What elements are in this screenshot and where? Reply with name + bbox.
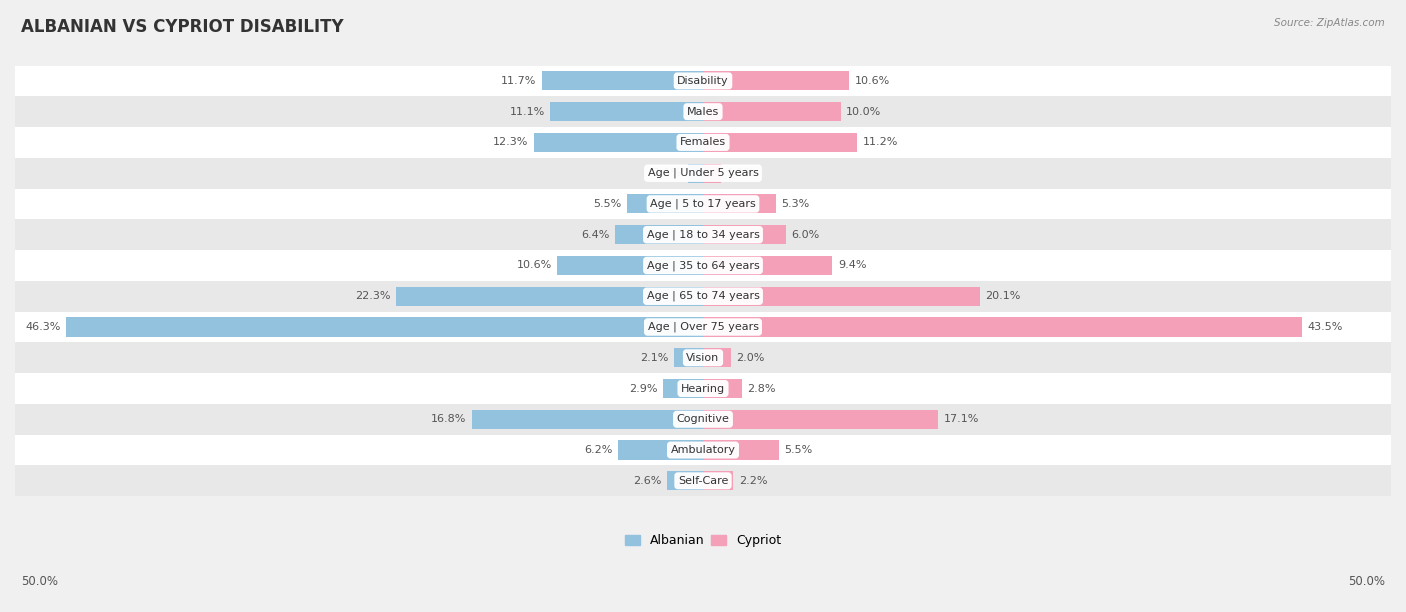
Bar [614,225,703,244]
Text: 11.1%: 11.1% [509,106,544,117]
Bar [15,188,1391,219]
Text: ALBANIAN VS CYPRIOT DISABILITY: ALBANIAN VS CYPRIOT DISABILITY [21,18,343,36]
Bar [703,225,786,244]
Bar [66,318,703,337]
Text: 9.4%: 9.4% [838,261,866,271]
Text: Hearing: Hearing [681,384,725,394]
Text: Ambulatory: Ambulatory [671,445,735,455]
Text: 6.2%: 6.2% [583,445,612,455]
Text: Males: Males [688,106,718,117]
Bar [617,441,703,460]
Text: 12.3%: 12.3% [494,138,529,147]
Text: 46.3%: 46.3% [25,322,60,332]
Text: 16.8%: 16.8% [432,414,467,424]
Bar [15,435,1391,465]
Bar [15,373,1391,404]
Text: 50.0%: 50.0% [21,575,58,588]
Text: Vision: Vision [686,353,720,363]
Text: 1.3%: 1.3% [727,168,755,178]
Bar [703,471,734,490]
Bar [396,286,703,306]
Text: Self-Care: Self-Care [678,476,728,486]
Bar [668,471,703,490]
Bar [703,441,779,460]
Bar [15,312,1391,342]
Bar [703,348,731,367]
Text: 10.6%: 10.6% [516,261,551,271]
Bar [703,318,1302,337]
Bar [15,342,1391,373]
Bar [688,163,703,183]
Text: 2.2%: 2.2% [738,476,768,486]
Text: 6.4%: 6.4% [581,230,609,240]
Text: 6.0%: 6.0% [792,230,820,240]
Text: 1.1%: 1.1% [654,168,682,178]
Text: Age | 35 to 64 years: Age | 35 to 64 years [647,260,759,271]
Text: 2.8%: 2.8% [747,384,776,394]
Bar [703,195,776,214]
Text: 17.1%: 17.1% [943,414,979,424]
Text: 10.6%: 10.6% [855,76,890,86]
Text: 11.7%: 11.7% [501,76,537,86]
Bar [15,465,1391,496]
Bar [15,281,1391,312]
Bar [703,256,832,275]
Bar [15,158,1391,188]
Bar [627,195,703,214]
Text: 5.5%: 5.5% [785,445,813,455]
Bar [703,133,858,152]
Text: 22.3%: 22.3% [356,291,391,301]
Bar [534,133,703,152]
Bar [15,250,1391,281]
Text: 2.1%: 2.1% [640,353,669,363]
Text: Age | 18 to 34 years: Age | 18 to 34 years [647,230,759,240]
Text: 2.6%: 2.6% [633,476,662,486]
Bar [541,72,703,91]
Bar [472,410,703,429]
Text: Disability: Disability [678,76,728,86]
Bar [664,379,703,398]
Bar [703,379,741,398]
Bar [15,219,1391,250]
Bar [15,404,1391,435]
Bar [550,102,703,121]
Text: 5.3%: 5.3% [782,199,810,209]
Bar [703,410,938,429]
Text: Cognitive: Cognitive [676,414,730,424]
Bar [703,102,841,121]
Bar [703,286,980,306]
Bar [15,127,1391,158]
Text: Source: ZipAtlas.com: Source: ZipAtlas.com [1274,18,1385,28]
Text: Females: Females [681,138,725,147]
Text: Age | Over 75 years: Age | Over 75 years [648,322,758,332]
Bar [15,96,1391,127]
Text: 50.0%: 50.0% [1348,575,1385,588]
Legend: Albanian, Cypriot: Albanian, Cypriot [621,531,785,551]
Text: 10.0%: 10.0% [846,106,882,117]
Text: 2.9%: 2.9% [628,384,658,394]
Bar [673,348,703,367]
Bar [15,65,1391,96]
Bar [703,72,849,91]
Text: 5.5%: 5.5% [593,199,621,209]
Text: 43.5%: 43.5% [1308,322,1343,332]
Text: Age | 5 to 17 years: Age | 5 to 17 years [650,199,756,209]
Text: Age | Under 5 years: Age | Under 5 years [648,168,758,179]
Text: 2.0%: 2.0% [735,353,765,363]
Text: 20.1%: 20.1% [986,291,1021,301]
Text: Age | 65 to 74 years: Age | 65 to 74 years [647,291,759,302]
Bar [703,163,721,183]
Bar [557,256,703,275]
Text: 11.2%: 11.2% [863,138,898,147]
